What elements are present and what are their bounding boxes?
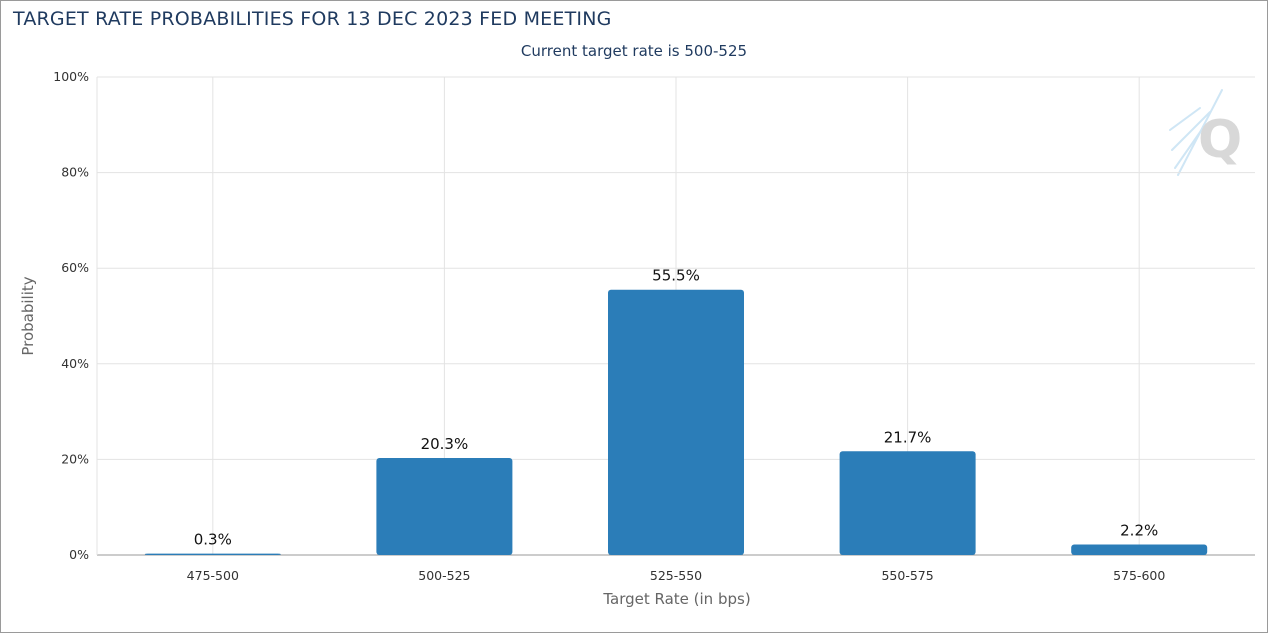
bar-525-550[interactable] bbox=[608, 289, 744, 555]
data-label-575-600: 2.2% bbox=[1120, 521, 1158, 539]
quikstrike-logo-watermark: Q bbox=[1169, 89, 1242, 176]
chart-subtitle: Current target rate is 500-525 bbox=[520, 42, 748, 60]
x-tick-label: 575-600 bbox=[1113, 568, 1165, 583]
y-tick-label: 0% bbox=[69, 547, 89, 562]
x-tick-label: 550-575 bbox=[881, 568, 933, 583]
y-tick-label: 60% bbox=[61, 260, 89, 275]
chart-bars bbox=[144, 289, 1208, 555]
svg-text:Q: Q bbox=[1198, 110, 1242, 170]
data-label-525-550: 55.5% bbox=[652, 267, 700, 285]
bar-550-575[interactable] bbox=[839, 451, 976, 555]
bar-575-600[interactable] bbox=[1071, 544, 1208, 555]
y-axis-ticks: 0% 20% 40% 60% 80% 100% bbox=[53, 69, 89, 562]
bar-475-500[interactable] bbox=[144, 553, 281, 555]
data-label-550-575: 21.7% bbox=[884, 428, 932, 446]
x-tick-label: 500-525 bbox=[418, 568, 470, 583]
x-axis-ticks: 475-500 500-525 525-550 550-575 575-600 bbox=[187, 568, 1166, 583]
bar-500-525[interactable] bbox=[376, 457, 513, 555]
y-tick-label: 20% bbox=[61, 451, 89, 466]
data-label-500-525: 20.3% bbox=[421, 435, 469, 453]
x-tick-label: 525-550 bbox=[650, 568, 702, 583]
chart-data-labels: 0.3% 20.3% 55.5% 21.7% 2.2% bbox=[194, 267, 1159, 549]
y-tick-label: 80% bbox=[61, 165, 89, 180]
y-tick-label: 100% bbox=[53, 69, 89, 84]
x-axis-title: Target Rate (in bps) bbox=[602, 590, 750, 608]
chart-title: TARGET RATE PROBABILITIES FOR 13 DEC 202… bbox=[13, 8, 612, 30]
x-tick-label: 475-500 bbox=[187, 568, 239, 583]
y-tick-label: 40% bbox=[61, 356, 89, 371]
y-axis-title: Probability bbox=[19, 276, 37, 355]
data-label-475-500: 0.3% bbox=[194, 531, 232, 549]
